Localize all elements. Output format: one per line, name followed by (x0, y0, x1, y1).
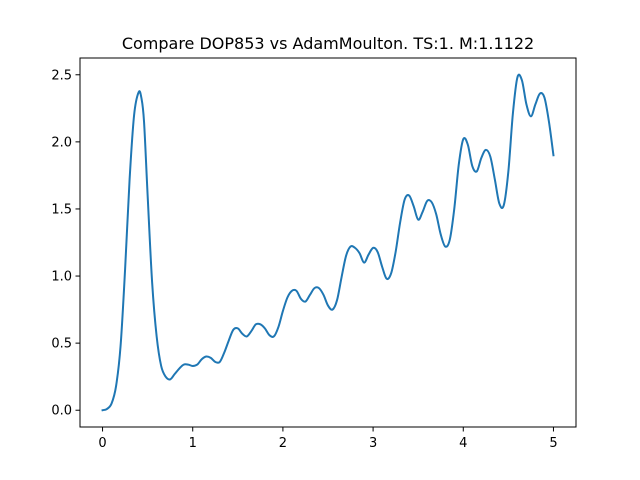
y-tick-label: 1.5 (51, 202, 72, 217)
y-tick-label: 2.0 (51, 135, 72, 150)
y-tick-label: 2.5 (51, 68, 72, 83)
x-tick-label: 5 (549, 436, 557, 451)
y-tick-label: 0.0 (51, 404, 72, 419)
chart-title: Compare DOP853 vs AdamMoulton. TS:1. M:1… (122, 34, 534, 53)
series-line-0 (101, 73, 555, 412)
y-axis: 0.0 0.5 1.0 1.5 2.0 2.5 (51, 68, 80, 419)
y-tick-label: 1.0 (51, 270, 72, 285)
x-tick-label: 3 (369, 436, 377, 451)
plot-area (101, 73, 555, 412)
x-tick-label: 4 (459, 436, 467, 451)
y-tick-label: 0.5 (51, 337, 72, 352)
x-tick-label: 0 (98, 436, 106, 451)
x-tick-label: 1 (189, 436, 197, 451)
x-axis: 0 1 2 3 4 5 (98, 427, 558, 451)
x-tick-label: 2 (279, 436, 287, 451)
axes-frame (79, 57, 577, 428)
